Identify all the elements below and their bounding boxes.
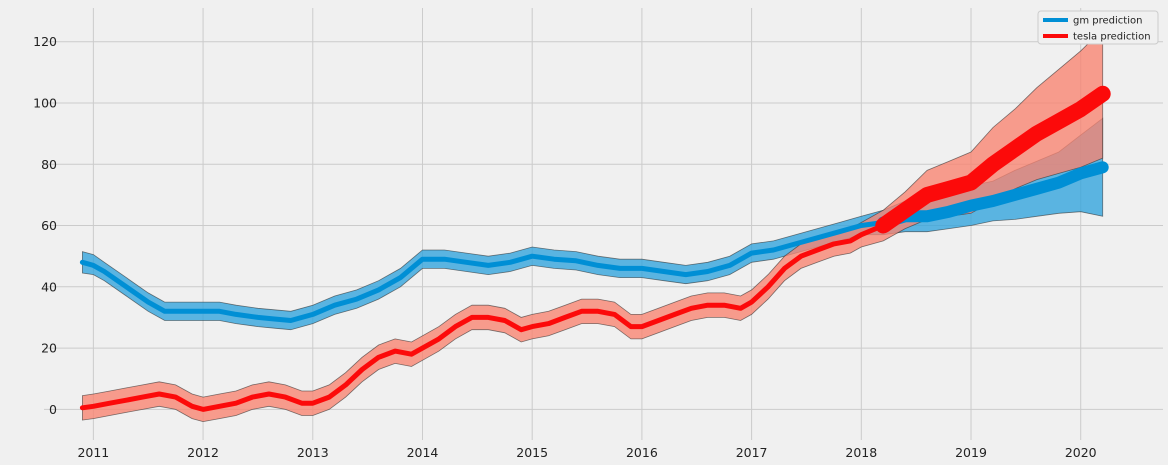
x-tick-label: 2017 [736, 445, 768, 460]
x-tick-label: 2013 [297, 445, 329, 460]
y-axis-ticks: 0 20 40 60 80 100 120 [33, 34, 57, 417]
x-tick-label: 2018 [845, 445, 877, 460]
forecast-segment-0 [877, 161, 1109, 229]
legend-label: gm prediction [1073, 16, 1142, 27]
x-tick-label: 2016 [626, 445, 658, 460]
x-tick-label: 2014 [407, 445, 439, 460]
plot-area [44, 8, 1163, 440]
y-tick-label: 20 [41, 341, 57, 356]
y-tick-label: 80 [41, 157, 57, 172]
x-tick-label: 2012 [187, 445, 219, 460]
y-tick-label: 120 [33, 34, 57, 49]
x-tick-label: 2015 [516, 445, 548, 460]
y-tick-label: 40 [41, 279, 57, 294]
prediction-lines [79, 85, 1111, 412]
x-tick-label: 2020 [1065, 445, 1097, 460]
forecast-segment-1 [875, 85, 1111, 234]
y-tick-label: 100 [33, 95, 57, 110]
x-tick-label: 2019 [955, 445, 987, 460]
x-tick-label: 2011 [77, 445, 109, 460]
x-axis-ticks: 2011 2012 2013 2014 2015 2016 2017 2018 2019 2020 [77, 445, 1096, 460]
legend-label: tesla prediction [1073, 32, 1151, 43]
y-tick-label: 0 [49, 402, 57, 417]
y-tick-label: 60 [41, 218, 57, 233]
legend: gm prediction tesla prediction [1037, 10, 1159, 45]
confidence-band-1 [82, 28, 1104, 423]
